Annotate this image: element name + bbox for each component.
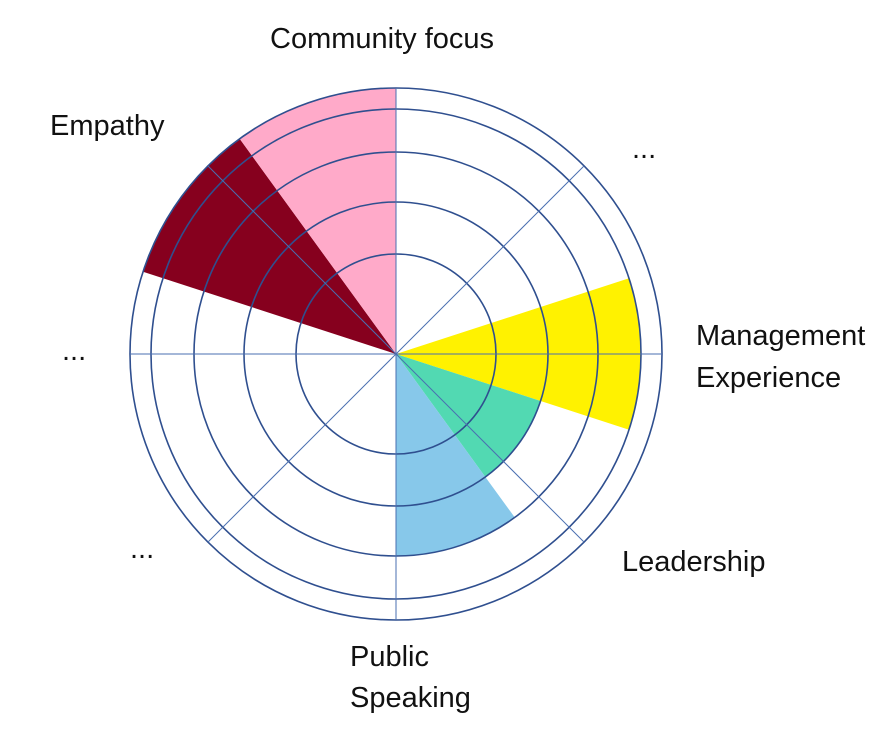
label-management-experience-line2: Experience <box>696 362 841 394</box>
filled-sectors <box>143 88 641 556</box>
label-empathy: Empathy <box>50 110 165 142</box>
sector-fill <box>143 138 396 354</box>
sector-fill <box>396 354 515 556</box>
spoke-line <box>207 165 397 355</box>
sector-fill <box>239 88 396 354</box>
spoke-line <box>395 353 585 543</box>
label-ellipsis-left: ... <box>62 335 86 367</box>
label-leadership: Leadership <box>622 546 766 578</box>
label-management-experience-line1: Management <box>696 320 865 352</box>
spoke-line <box>395 165 585 355</box>
label-ellipsis-top-right: ... <box>632 133 656 165</box>
label-ellipsis-bottom-left: ... <box>130 533 154 565</box>
sector-fill <box>396 354 541 477</box>
label-public-speaking-line2: Speaking <box>350 682 471 714</box>
spoke-line <box>207 353 397 543</box>
label-public-speaking-line1: Public <box>350 641 429 673</box>
label-community-focus: Community focus <box>270 23 494 55</box>
category-spokes <box>130 88 662 620</box>
